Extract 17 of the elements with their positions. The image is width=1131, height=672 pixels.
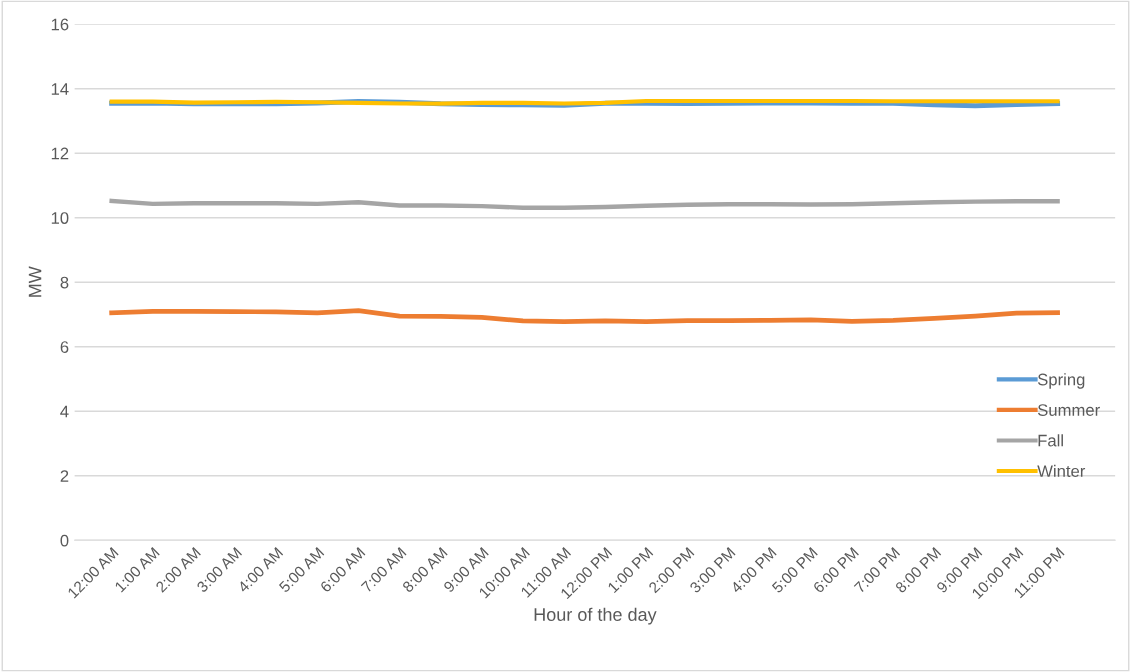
- y-tick-label: 12: [51, 147, 69, 160]
- line-series: [109, 198, 1060, 210]
- legend-label: Spring: [1037, 373, 1085, 389]
- legend-label: Summer: [1037, 404, 1100, 416]
- x-axis-title: Hour of the day: [534, 607, 657, 625]
- line-series: [109, 308, 1060, 324]
- y-axis-title: MW: [28, 266, 42, 297]
- legend-label: Winter: [1037, 464, 1086, 478]
- y-tick-label: 2: [60, 470, 69, 482]
- y-tick-label: 14: [51, 83, 69, 95]
- y-tick-label: 10: [51, 212, 69, 224]
- y-tick-label: 8: [60, 276, 69, 289]
- y-tick-label: 6: [60, 341, 69, 353]
- legend-label: Fall: [1038, 434, 1063, 447]
- y-tick-label: 0: [60, 534, 69, 547]
- y-tick-label: 4: [60, 405, 69, 418]
- y-tick-label: 16: [51, 18, 69, 31]
